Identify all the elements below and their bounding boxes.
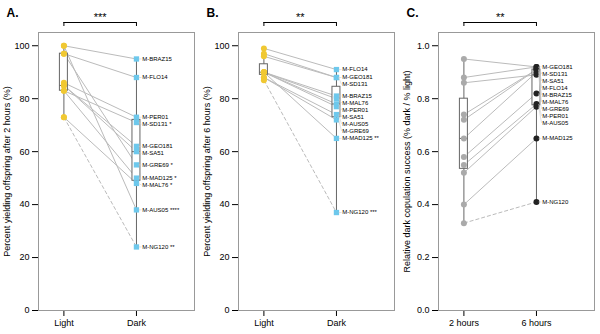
svg-text:M-MAD125: M-MAD125 [542,135,573,141]
svg-text:M-GRE69: M-GRE69 [542,106,569,112]
svg-text:80: 80 [219,94,229,104]
svg-text:0: 0 [24,305,29,315]
svg-text:Percent yielding offspring aft: Percent yielding offspring after 6 hours… [202,86,212,256]
svg-text:1.0: 1.0 [417,41,430,51]
svg-text:M-BRAZ15: M-BRAZ15 [542,92,572,98]
svg-text:Light: Light [54,318,74,328]
svg-text:M-GEO181: M-GEO181 [142,143,173,149]
svg-text:M-SD131: M-SD131 [542,71,568,77]
svg-text:M-AUS05 ****: M-AUS05 **** [142,207,180,213]
svg-text:B.: B. [207,6,219,20]
svg-text:0.4: 0.4 [417,199,430,209]
svg-text:M-MAD125 **: M-MAD125 ** [342,135,379,141]
svg-text:100: 100 [14,41,29,51]
svg-text:M-BRAZ15: M-BRAZ15 [142,56,172,62]
svg-text:40: 40 [219,199,229,209]
svg-text:M-SD131: M-SD131 [342,81,368,87]
svg-text:M-NG120 ***: M-NG120 *** [342,209,377,215]
svg-text:M-PER01: M-PER01 [342,107,369,113]
svg-text:M-FLO14: M-FLO14 [542,85,568,91]
svg-text:0.6: 0.6 [417,147,430,157]
svg-text:20: 20 [219,252,229,262]
svg-text:A.: A. [7,6,19,20]
svg-text:Dark: Dark [127,318,147,328]
svg-text:0.2: 0.2 [417,252,430,262]
svg-text:M-GRE69 *: M-GRE69 * [142,162,173,168]
svg-text:20: 20 [19,252,29,262]
svg-text:C.: C. [407,6,419,20]
svg-text:***: *** [94,11,108,23]
svg-text:M-NG120 **: M-NG120 ** [142,244,175,250]
svg-text:M-FLO14: M-FLO14 [142,74,168,80]
svg-text:M-GRE69: M-GRE69 [342,128,369,134]
svg-text:M-MAL76 *: M-MAL76 * [142,182,173,188]
svg-text:M-SA51: M-SA51 [342,114,364,120]
svg-text:Dark: Dark [327,318,347,328]
svg-text:M-FLO14: M-FLO14 [342,66,368,72]
svg-text:M-MAL76: M-MAL76 [542,99,569,105]
svg-text:M-MAL76: M-MAL76 [342,100,369,106]
svg-text:M-SD131 *: M-SD131 * [142,121,172,127]
svg-text:0.0: 0.0 [417,305,430,315]
svg-text:2 hours: 2 hours [449,318,480,328]
svg-text:M-AUS05: M-AUS05 [342,121,369,127]
svg-text:M-BRAZ15: M-BRAZ15 [342,93,372,99]
svg-text:M-NG120: M-NG120 [542,199,569,205]
svg-text:M-PER01: M-PER01 [542,113,569,119]
svg-text:6 hours: 6 hours [521,318,552,328]
svg-text:M-PER01: M-PER01 [142,114,169,120]
svg-text:40: 40 [19,199,29,209]
svg-text:M-GEO181: M-GEO181 [342,74,373,80]
svg-text:60: 60 [219,147,229,157]
svg-text:Relative dark copulation succe: Relative dark copulation success (% dark… [402,70,412,272]
svg-text:100: 100 [214,41,229,51]
svg-text:80: 80 [19,94,29,104]
svg-text:**: ** [296,11,305,23]
svg-text:60: 60 [19,147,29,157]
svg-text:**: ** [496,11,505,23]
svg-text:M-AUS05: M-AUS05 [542,120,569,126]
svg-text:M-SA51: M-SA51 [142,150,164,156]
svg-text:Percent yielding offspring aft: Percent yielding offspring after 2 hours… [2,86,12,256]
svg-text:0.8: 0.8 [417,94,430,104]
svg-text:M-GEO181: M-GEO181 [542,64,573,70]
svg-text:0: 0 [224,305,229,315]
svg-text:M-SA51: M-SA51 [542,78,564,84]
svg-text:M-MAD125 *: M-MAD125 * [142,175,177,181]
svg-text:Light: Light [254,318,274,328]
